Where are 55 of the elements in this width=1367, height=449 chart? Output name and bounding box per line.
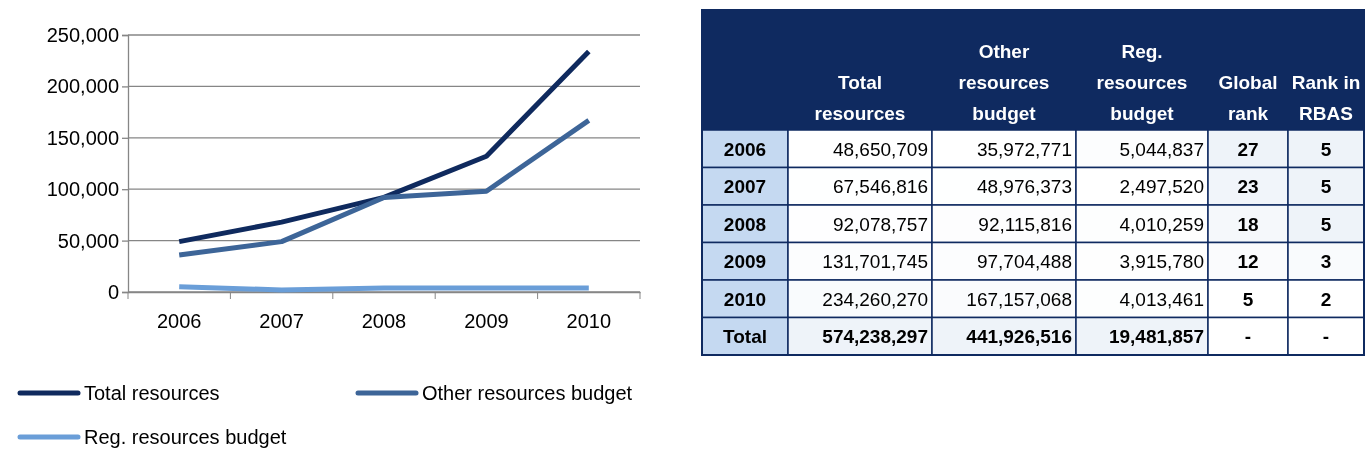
y-tick-label: 0	[107, 280, 119, 303]
x-tick-label: Other resources budget	[958, 41, 1050, 124]
data-label: 167,157,068	[966, 288, 1072, 310]
data-label: 48,650,709	[832, 138, 928, 160]
x-tick-label: Total resources	[814, 72, 906, 124]
y-tick-label: 2009	[723, 251, 767, 273]
data-label: 5	[1242, 288, 1254, 310]
data-label: 35,972,771	[976, 138, 1072, 160]
y-tick-label: 2006	[723, 138, 767, 160]
legend-label: Total resources	[84, 382, 220, 404]
data-label: 97,704,488	[976, 251, 1072, 273]
x-tick-label: 2007	[259, 310, 304, 333]
data-label: 2	[1320, 288, 1332, 310]
y-tick-label: Total	[723, 326, 767, 348]
legend-label: Reg. resources budget	[84, 426, 287, 448]
data-label: 5,044,837	[1119, 138, 1204, 160]
data-label: 19,481,857	[1108, 326, 1204, 348]
x-tick-label: 2009	[464, 310, 509, 333]
data-label: 48,976,373	[976, 176, 1072, 198]
y-tick-label: 2008	[723, 213, 767, 235]
y-tick-label: 150,000	[46, 126, 119, 149]
data-label: 131,701,745	[822, 251, 928, 273]
data-label: 27	[1237, 138, 1259, 160]
y-tick-label: 100,000	[46, 178, 119, 201]
data-label: 5	[1320, 213, 1332, 235]
data-label: 5	[1320, 138, 1332, 160]
data-label: 67,546,816	[832, 176, 928, 198]
data-label: 92,115,816	[978, 213, 1072, 235]
data-label: 12	[1237, 251, 1259, 273]
y-tick-label: 2007	[723, 176, 767, 198]
data-label: 5	[1320, 176, 1332, 198]
x-tick-label: Rank in RBAS	[1291, 72, 1361, 124]
x-tick-label: Global rank	[1218, 72, 1278, 124]
text: -	[1322, 326, 1330, 348]
legend-label: Other resources budget	[422, 382, 633, 404]
text: -	[1244, 326, 1252, 348]
data-label: 441,926,516	[966, 326, 1072, 348]
y-tick-label: 2010	[723, 288, 767, 310]
data-label: 4,010,259	[1119, 213, 1204, 235]
data-label: 234,260,270	[822, 288, 928, 310]
data-label: 92,078,757	[832, 213, 928, 235]
x-tick-label: Reg. resources budget	[1096, 41, 1188, 124]
x-tick-label: 2008	[361, 310, 407, 333]
data-label: 3,915,780	[1119, 251, 1204, 273]
data-label: 18	[1237, 213, 1259, 235]
y-tick-label: 200,000	[46, 75, 119, 98]
x-tick-label: 2006	[156, 310, 202, 333]
y-tick-label: 250,000	[46, 23, 119, 46]
data-label: 2,497,520	[1119, 176, 1204, 198]
data-label: 23	[1237, 176, 1259, 198]
data-label: 574,238,297	[822, 326, 928, 348]
data-label: 3	[1320, 251, 1332, 273]
x-tick-label: 2010	[566, 310, 612, 333]
data-label: 4,013,461	[1119, 288, 1204, 310]
y-tick-label: 50,000	[57, 229, 119, 252]
